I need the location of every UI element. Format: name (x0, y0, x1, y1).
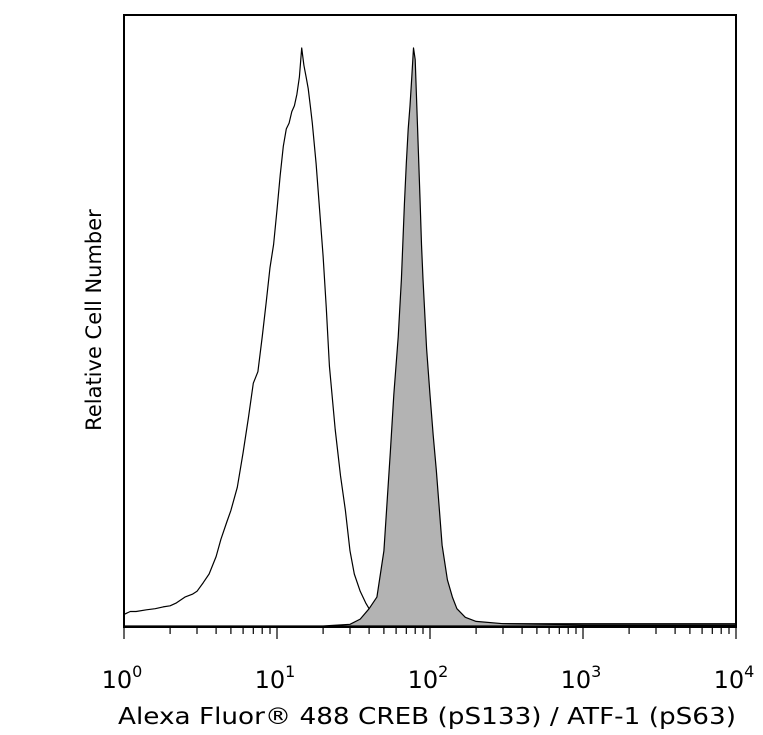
x-axis-title: Alexa Fluor® 488 CREB (pS133) / ATF-1 (p… (118, 704, 736, 730)
x-axis-ticks (123, 627, 737, 639)
x-tick-label: 101 (255, 662, 296, 694)
x-tick-label: 104 (714, 662, 755, 694)
x-tick-label: 100 (102, 662, 143, 694)
x-tick-label: 102 (408, 662, 449, 694)
y-axis-title: Relative Cell Number (82, 209, 106, 431)
x-tick-label: 103 (561, 662, 602, 694)
series-layer (123, 47, 737, 627)
x-tick-labels: 100 101 102 103 104 (102, 662, 755, 694)
filled-histogram-series (123, 47, 737, 627)
plot-area (123, 14, 737, 639)
